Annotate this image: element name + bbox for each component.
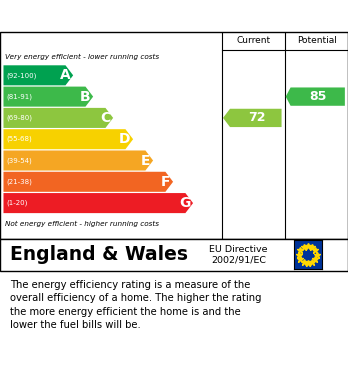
Text: G: G bbox=[179, 196, 190, 210]
Polygon shape bbox=[3, 108, 113, 128]
Text: (21-38): (21-38) bbox=[6, 179, 32, 185]
Polygon shape bbox=[3, 65, 73, 85]
Polygon shape bbox=[286, 88, 345, 106]
Polygon shape bbox=[3, 172, 173, 192]
Text: D: D bbox=[119, 132, 130, 146]
Text: (1-20): (1-20) bbox=[6, 200, 27, 206]
Text: EU Directive
2002/91/EC: EU Directive 2002/91/EC bbox=[209, 245, 268, 264]
Text: F: F bbox=[161, 175, 170, 189]
Text: (69-80): (69-80) bbox=[6, 115, 32, 121]
Text: 85: 85 bbox=[309, 90, 327, 103]
Text: E: E bbox=[141, 154, 150, 167]
Text: B: B bbox=[80, 90, 90, 104]
Polygon shape bbox=[3, 193, 193, 213]
Polygon shape bbox=[223, 109, 282, 127]
Text: C: C bbox=[100, 111, 110, 125]
Text: (81-91): (81-91) bbox=[6, 93, 32, 100]
Text: A: A bbox=[60, 68, 70, 83]
Polygon shape bbox=[3, 151, 153, 170]
Polygon shape bbox=[3, 129, 133, 149]
Text: Very energy efficient - lower running costs: Very energy efficient - lower running co… bbox=[5, 54, 159, 60]
Text: Not energy efficient - higher running costs: Not energy efficient - higher running co… bbox=[5, 221, 159, 227]
Text: (39-54): (39-54) bbox=[6, 157, 32, 164]
Text: 72: 72 bbox=[248, 111, 265, 124]
Text: England & Wales: England & Wales bbox=[10, 245, 188, 264]
Text: Current: Current bbox=[237, 36, 271, 45]
Text: (55-68): (55-68) bbox=[6, 136, 32, 142]
Polygon shape bbox=[3, 86, 93, 107]
Text: The energy efficiency rating is a measure of the
overall efficiency of a home. T: The energy efficiency rating is a measur… bbox=[10, 280, 262, 330]
Text: (92-100): (92-100) bbox=[6, 72, 37, 79]
Text: Potential: Potential bbox=[297, 36, 337, 45]
Text: Energy Efficiency Rating: Energy Efficiency Rating bbox=[10, 9, 232, 23]
